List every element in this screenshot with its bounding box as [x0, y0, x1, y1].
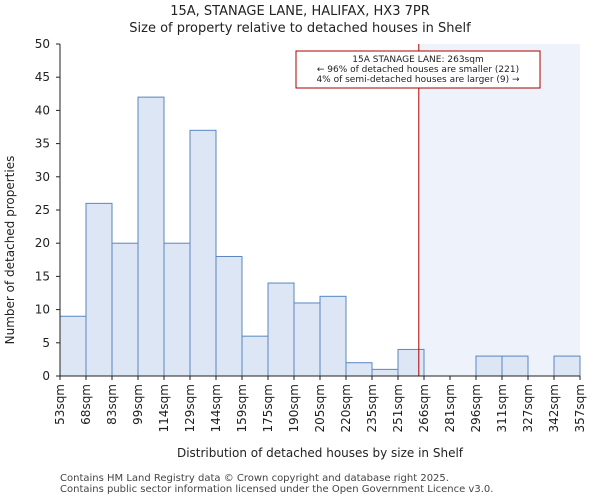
y-ticks-group: 0 5 10 15 20 25 30 35 40 45 50: [35, 37, 60, 383]
annotation-border: [295, 50, 541, 89]
bar-83sqm: [111, 242, 139, 377]
x-tick-label: 281sqm: [443, 384, 457, 432]
x-tick-label: 99sqm: [131, 384, 145, 425]
x-tick-label: 175sqm: [261, 384, 275, 432]
y-tick-label: 40: [35, 103, 50, 117]
x-tick-label: 251sqm: [391, 384, 405, 432]
chart-subtitle: Size of property relative to detached ho…: [129, 21, 471, 36]
y-tick-label: 5: [42, 336, 50, 350]
x-tick-label: 83sqm: [105, 384, 119, 425]
annotation-box: 15A STANAGE LANE: 263sqm ← 96% of detach…: [295, 50, 541, 89]
x-tick-label: 114sqm: [157, 384, 171, 432]
bar-129sqm: [189, 129, 217, 377]
bar-220sqm: [345, 362, 373, 377]
footer-line-2: Contains public sector information licen…: [60, 484, 494, 495]
y-tick-label: 30: [35, 170, 50, 184]
bar-235sqm: [371, 368, 399, 377]
x-tick-label: 296sqm: [469, 384, 483, 432]
bar-205sqm: [319, 295, 347, 377]
x-tick-label: 159sqm: [235, 384, 249, 432]
x-axis-label: Distribution of detached houses by size …: [177, 446, 464, 460]
annotation-line-1: 15A STANAGE LANE: 263sqm: [352, 55, 483, 65]
bar-68sqm: [85, 202, 113, 377]
y-tick-label: 25: [35, 203, 50, 217]
bar-159sqm: [241, 335, 269, 377]
annotation-line-3: 4% of semi-detached houses are larger (9…: [316, 75, 520, 85]
x-tick-label: 311sqm: [495, 384, 509, 432]
y-tick-label: 10: [35, 303, 50, 317]
bar-311sqm: [501, 355, 529, 377]
y-axis-label: Number of detached properties: [3, 156, 17, 345]
x-tick-label: 235sqm: [365, 384, 379, 432]
x-tick-label: 327sqm: [521, 384, 535, 432]
x-tick-label: 342sqm: [547, 384, 561, 432]
x-tick-label: 190sqm: [287, 384, 301, 432]
bar-296sqm: [475, 355, 503, 377]
x-tick-label: 68sqm: [79, 384, 93, 425]
bar-53sqm: [59, 315, 87, 377]
y-tick-label: 20: [35, 236, 50, 250]
x-tick-label: 220sqm: [339, 384, 353, 432]
x-tick-label: 205sqm: [313, 384, 327, 432]
footer-line-1: Contains HM Land Registry data © Crown c…: [60, 473, 449, 484]
x-tick-label: 144sqm: [209, 384, 223, 432]
chart-title: 15A, STANAGE LANE, HALIFAX, HX3 7PR: [170, 4, 430, 19]
annotation-line-2: ← 96% of detached houses are smaller (22…: [317, 65, 519, 75]
bar-251sqm: [397, 348, 425, 377]
y-tick-label: 0: [42, 369, 50, 383]
y-tick-label: 35: [35, 137, 50, 151]
bar-175sqm: [267, 282, 295, 377]
bar-114sqm: [163, 242, 191, 377]
x-tick-label: 357sqm: [573, 384, 587, 432]
x-ticks-group: 53sqm 68sqm 83sqm 99sqm 114sqm 129sqm 144sqm 15…: [53, 376, 587, 432]
x-tick-label: 129sqm: [183, 384, 197, 432]
bar-190sqm: [293, 302, 321, 377]
bar-99sqm: [137, 96, 165, 377]
highlight-region: [418, 44, 580, 376]
x-tick-label: 266sqm: [417, 384, 431, 432]
bars-group: [59, 96, 581, 377]
bar-144sqm: [215, 255, 243, 377]
y-tick-label: 50: [35, 37, 50, 51]
y-tick-label: 15: [35, 269, 50, 283]
bar-342sqm: [553, 355, 581, 377]
x-tick-label: 53sqm: [53, 384, 67, 425]
y-tick-label: 45: [35, 70, 50, 84]
